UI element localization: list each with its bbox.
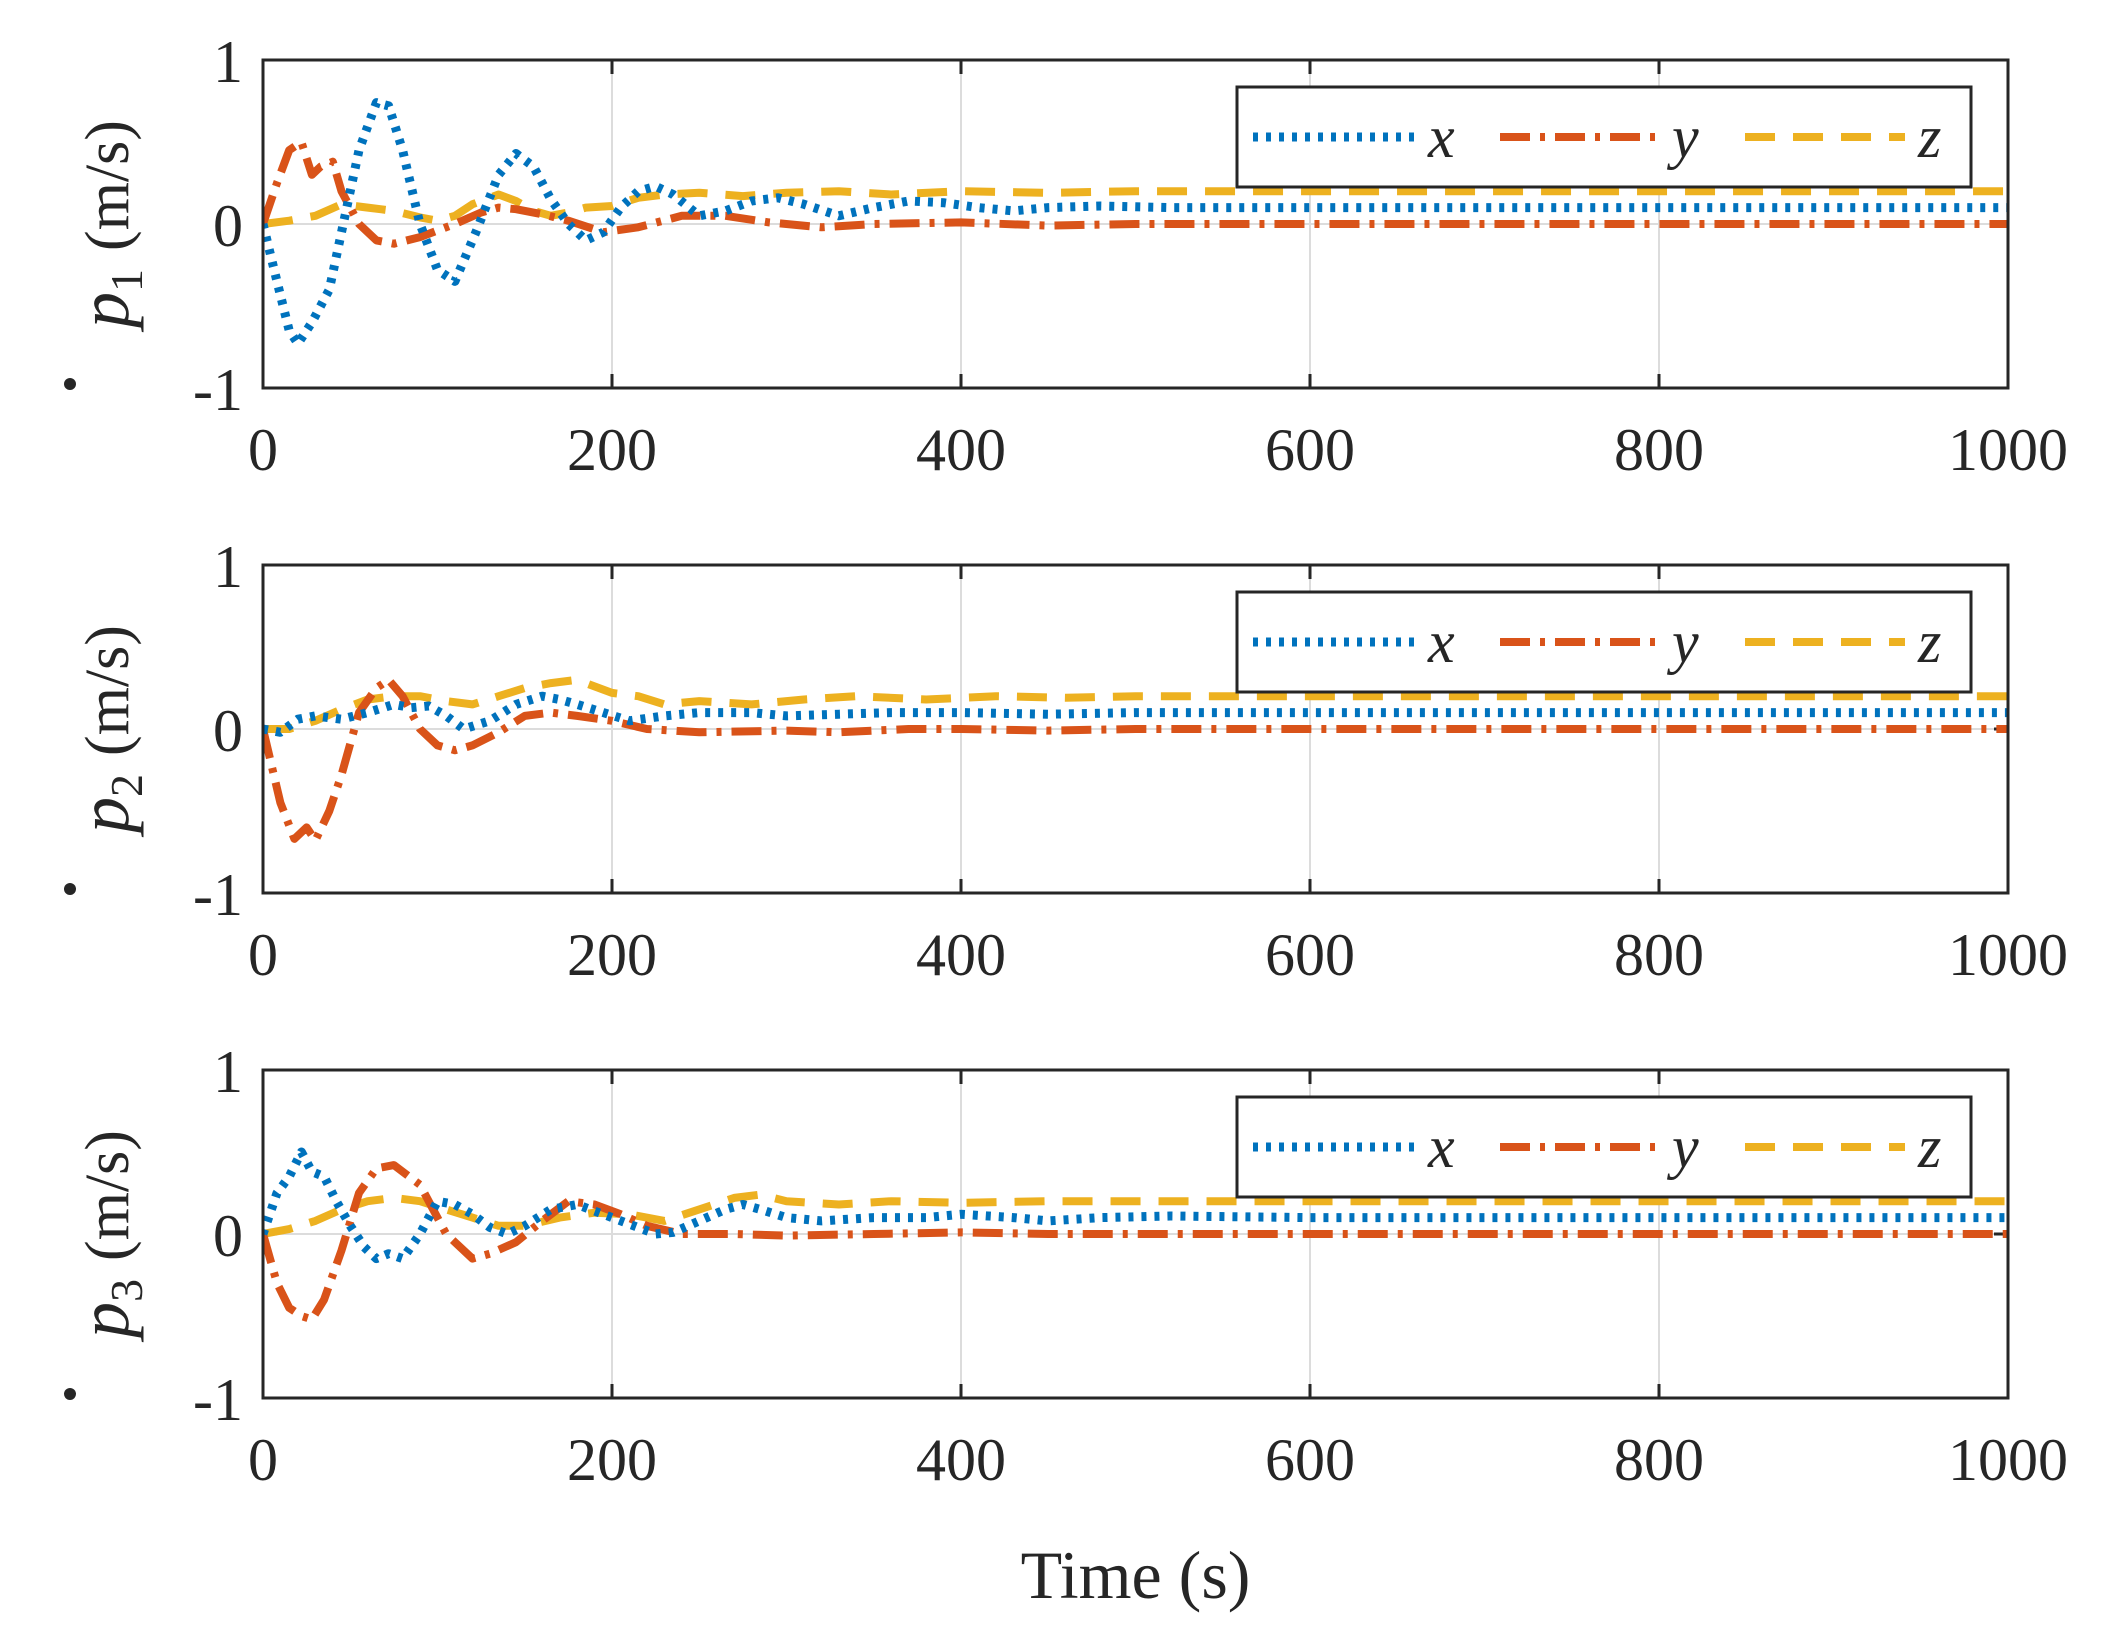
x-tick-label: 400	[916, 1427, 1006, 1493]
x-tick-label: 400	[916, 922, 1006, 988]
series-line-y	[263, 1161, 2008, 1324]
y-axis-label-symbol: p	[64, 797, 144, 838]
axes-box	[261, 1068, 2010, 1400]
x-tick-label: 0	[248, 1427, 278, 1493]
y-tick-label: 1	[213, 534, 243, 600]
axes-box	[261, 563, 2010, 895]
legend: x y z	[1235, 85, 1973, 189]
legend-label-x: x	[1427, 104, 1455, 170]
x-tick-label: 200	[567, 1427, 657, 1493]
series-line-z	[263, 187, 2008, 228]
series-line-z	[263, 675, 2008, 733]
series-group	[263, 1147, 2008, 1324]
y-tick-label: -1	[193, 1367, 243, 1433]
x-tick-label: 600	[1265, 922, 1355, 988]
y-axis-label: p3 (m/s)	[64, 1130, 152, 1343]
legend: x y z	[1235, 1095, 1973, 1199]
y-axis-label: p1 (m/s)	[64, 120, 152, 333]
legend-label-z: z	[1917, 609, 1941, 675]
legend-label-y: y	[1666, 609, 1699, 675]
legend-label-y: y	[1666, 1114, 1699, 1180]
x-tick-label: 1000	[1948, 417, 2068, 483]
y-axis-label-subscript: 1	[101, 269, 152, 292]
y-axis-label-dot	[64, 883, 76, 895]
x-axis-label: Time (s)	[1021, 1537, 1251, 1613]
series-line-x	[263, 691, 2008, 737]
y-axis-label-symbol: p	[64, 292, 144, 333]
y-axis-label-symbol: p	[64, 1302, 144, 1343]
axes-box	[261, 58, 2010, 390]
y-axis-label-subscript: 3	[101, 1279, 152, 1302]
legend: x y z	[1235, 590, 1973, 694]
x-tick-label: 600	[1265, 1427, 1355, 1493]
y-axis-label-unit: (m/s)	[74, 120, 142, 251]
y-tick-label: 0	[213, 193, 243, 259]
y-axis-label-dot	[64, 1388, 76, 1400]
x-tick-label: 800	[1614, 1427, 1704, 1493]
y-axis-label-dot	[64, 378, 76, 390]
x-tick-label: 800	[1614, 922, 1704, 988]
y-axis-label: p2 (m/s)	[64, 625, 152, 838]
x-tick-label: 800	[1614, 417, 1704, 483]
x-tick-label: 0	[248, 922, 278, 988]
x-tick-label: 600	[1265, 417, 1355, 483]
y-axis-label-subscript: 2	[101, 774, 152, 797]
y-tick-label: 0	[213, 698, 243, 764]
series-line-y	[263, 675, 2008, 845]
y-tick-label: 1	[213, 29, 243, 95]
series-line-x	[263, 1147, 2008, 1264]
x-tick-label: 0	[248, 417, 278, 483]
legend-label-z: z	[1917, 104, 1941, 170]
y-tick-label: 0	[213, 1203, 243, 1269]
legend-label-x: x	[1427, 1114, 1455, 1180]
x-tick-label: 400	[916, 417, 1006, 483]
x-tick-label: 1000	[1948, 922, 2068, 988]
x-tick-label: 200	[567, 417, 657, 483]
legend-label-y: y	[1666, 104, 1699, 170]
legend-label-z: z	[1917, 1114, 1941, 1180]
y-tick-label: 1	[213, 1039, 243, 1105]
y-axis-label-unit: (m/s)	[74, 1130, 142, 1261]
series-group	[263, 675, 2008, 845]
legend-label-x: x	[1427, 609, 1455, 675]
series-group	[263, 98, 2008, 349]
y-tick-label: -1	[193, 357, 243, 423]
y-tick-label: -1	[193, 862, 243, 928]
y-axis-label-unit: (m/s)	[74, 625, 142, 756]
x-tick-label: 1000	[1948, 1427, 2068, 1493]
x-tick-label: 200	[567, 922, 657, 988]
